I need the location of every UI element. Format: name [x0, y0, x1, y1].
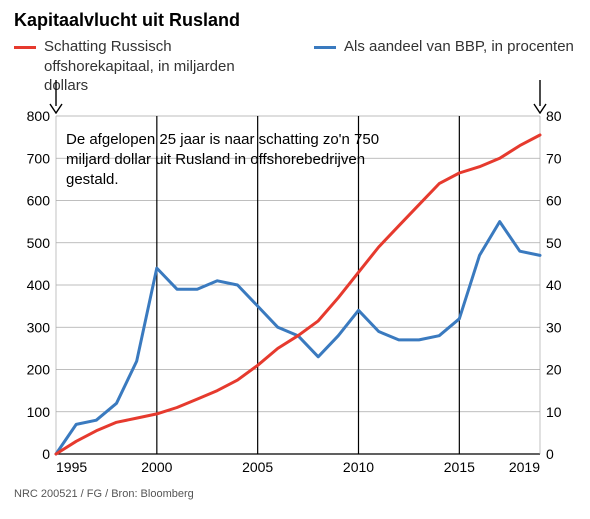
- x-tick: 2019: [509, 459, 540, 475]
- y-left-tick: 100: [27, 403, 51, 419]
- y-left-tick: 400: [27, 277, 51, 293]
- x-tick: 2005: [242, 459, 273, 475]
- y-left-tick: 0: [42, 446, 50, 462]
- y-right-tick: 40: [546, 277, 562, 293]
- y-left-tick: 700: [27, 150, 51, 166]
- y-right-tick: 20: [546, 361, 562, 377]
- legend-label-series1: Schatting Russisch offshorekapitaal, in …: [44, 37, 274, 96]
- x-tick: 2000: [141, 459, 172, 475]
- legend-swatch-series2: [314, 46, 336, 49]
- legend-item-series2: Als aandeel van BBP, in procenten: [314, 37, 574, 57]
- chart-annotation: De afgelopen 25 jaar is naar schatting z…: [66, 130, 396, 191]
- y-left-tick: 500: [27, 234, 51, 250]
- x-tick: 1995: [56, 459, 87, 475]
- y-right-tick: 10: [546, 403, 562, 419]
- y-right-tick: 50: [546, 234, 562, 250]
- y-right-tick: 80: [546, 108, 562, 124]
- y-left-tick: 600: [27, 192, 51, 208]
- x-tick: 2015: [444, 459, 475, 475]
- chart-title: Kapitaalvlucht uit Rusland: [14, 10, 576, 31]
- y-right-tick: 0: [546, 446, 554, 462]
- y-right-tick: 60: [546, 192, 562, 208]
- y-right-tick: 30: [546, 319, 562, 335]
- legend: Schatting Russisch offshorekapitaal, in …: [14, 37, 576, 96]
- y-left-tick: 800: [27, 108, 51, 124]
- x-tick: 2010: [343, 459, 374, 475]
- legend-label-series2: Als aandeel van BBP, in procenten: [344, 37, 574, 57]
- y-left-tick: 200: [27, 361, 51, 377]
- legend-swatch-series1: [14, 46, 36, 49]
- y-left-tick: 300: [27, 319, 51, 335]
- chart-source: NRC 200521 / FG / Bron: Bloomberg: [14, 488, 576, 500]
- chart-area: 0 100 200 300 400 500 600 700 800 0 10 20 30 40 50 60 70…: [14, 98, 574, 478]
- y-right-tick: 70: [546, 150, 562, 166]
